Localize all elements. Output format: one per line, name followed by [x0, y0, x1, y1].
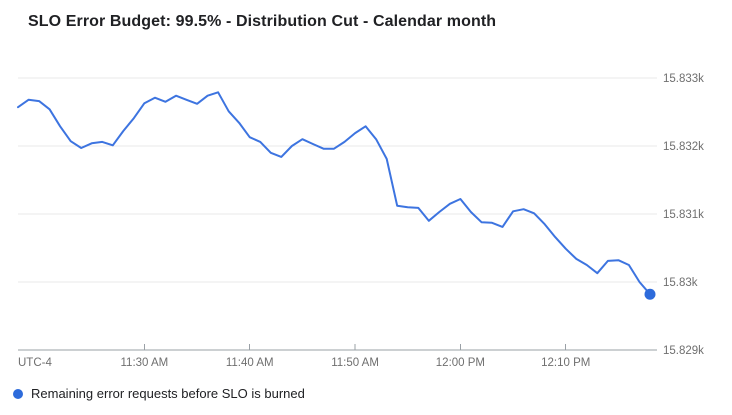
series-end-dot — [644, 288, 656, 300]
legend-item[interactable]: Remaining error requests before SLO is b… — [13, 386, 305, 401]
x-tick-label: 11:30 AM — [121, 357, 169, 369]
y-tick-label: 15.831k — [663, 209, 704, 221]
legend-label: Remaining error requests before SLO is b… — [31, 386, 305, 401]
timezone-label: UTC-4 — [18, 357, 52, 369]
x-tick-label: 11:50 AM — [331, 357, 379, 369]
x-tick-label: 11:40 AM — [226, 357, 274, 369]
series-color-dot-icon — [13, 388, 23, 399]
y-tick-label: 15.829k — [663, 345, 704, 357]
y-tick-label: 15.833k — [663, 73, 704, 85]
x-tick-label: 12:00 PM — [436, 357, 485, 369]
y-tick-label: 15.832k — [663, 141, 704, 153]
chart-title: SLO Error Budget: 99.5% - Distribution C… — [28, 13, 497, 30]
y-tick-label: 15.83k — [663, 277, 698, 289]
series-line — [17, 91, 651, 296]
x-tick-label: 12:10 PM — [541, 357, 590, 369]
